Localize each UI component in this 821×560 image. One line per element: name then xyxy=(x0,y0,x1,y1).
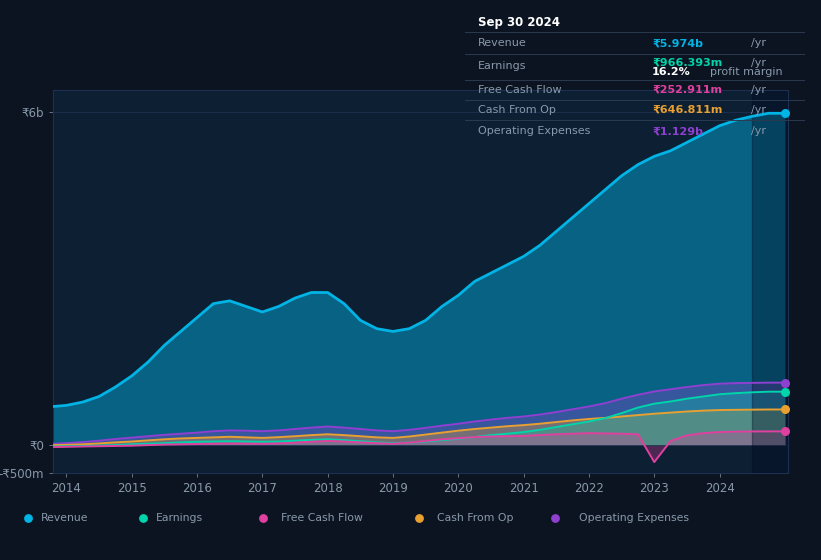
Text: Free Cash Flow: Free Cash Flow xyxy=(281,513,363,523)
Text: ₹1.129b: ₹1.129b xyxy=(652,126,703,136)
Point xyxy=(412,514,425,522)
Text: ₹966.393m: ₹966.393m xyxy=(652,58,722,68)
Text: Cash From Op: Cash From Op xyxy=(438,513,514,523)
Text: ₹252.911m: ₹252.911m xyxy=(652,85,722,95)
Text: /yr: /yr xyxy=(751,39,766,49)
Text: profit margin: profit margin xyxy=(710,67,782,77)
Point xyxy=(136,514,149,522)
Point xyxy=(778,109,791,118)
Text: Earnings: Earnings xyxy=(156,513,203,523)
Text: Free Cash Flow: Free Cash Flow xyxy=(479,85,562,95)
Point xyxy=(778,387,791,396)
Text: ₹5.974b: ₹5.974b xyxy=(652,39,703,49)
Text: Revenue: Revenue xyxy=(479,39,527,49)
Text: Sep 30 2024: Sep 30 2024 xyxy=(479,16,560,29)
Text: /yr: /yr xyxy=(751,85,766,95)
Text: Operating Expenses: Operating Expenses xyxy=(579,513,689,523)
Point xyxy=(778,427,791,436)
Text: Operating Expenses: Operating Expenses xyxy=(479,126,590,136)
Point xyxy=(778,378,791,387)
Text: Revenue: Revenue xyxy=(41,513,89,523)
Bar xyxy=(752,90,788,473)
Text: /yr: /yr xyxy=(751,126,766,136)
Point xyxy=(256,514,269,522)
Text: ₹646.811m: ₹646.811m xyxy=(652,105,722,115)
Text: Cash From Op: Cash From Op xyxy=(479,105,556,115)
Text: Earnings: Earnings xyxy=(479,61,527,71)
Text: /yr: /yr xyxy=(751,105,766,115)
Text: 16.2%: 16.2% xyxy=(652,67,690,77)
Point xyxy=(548,514,562,522)
Text: /yr: /yr xyxy=(751,58,766,68)
Point xyxy=(778,405,791,414)
Point xyxy=(21,514,34,522)
